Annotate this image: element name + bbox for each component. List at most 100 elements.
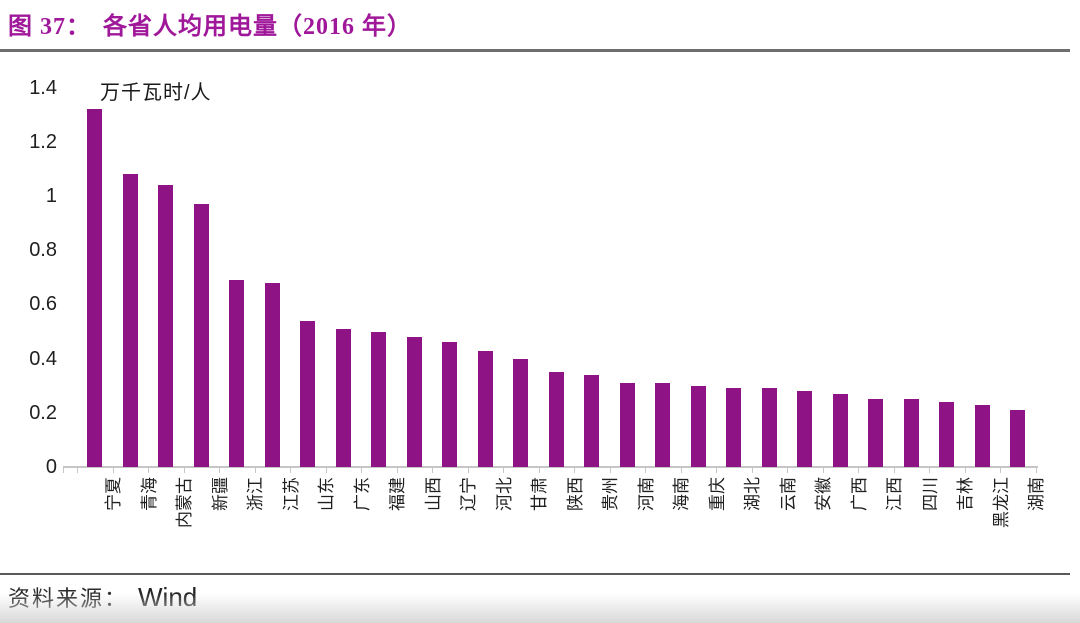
x-axis-tick — [716, 468, 717, 473]
bar — [797, 391, 813, 467]
x-axis-label: 黑龙江 — [991, 477, 1011, 528]
bar — [122, 174, 138, 467]
x-axis-tick — [290, 468, 291, 473]
x-axis-label: 陕西 — [565, 477, 585, 511]
x-axis-label: 内蒙古 — [175, 477, 195, 528]
x-axis-tick — [254, 468, 256, 473]
bar — [619, 383, 635, 467]
x-axis-label: 重庆 — [707, 477, 727, 511]
x-axis-tick — [1000, 468, 1001, 473]
bar — [229, 280, 245, 467]
x-axis-tick — [787, 468, 788, 473]
y-axis-tick-label: 1.4 — [29, 76, 57, 99]
x-axis-tick — [503, 468, 504, 473]
x-axis-label: 甘肃 — [530, 477, 550, 511]
x-axis-tick — [112, 468, 114, 473]
x-axis-label: 河北 — [494, 477, 514, 511]
bar — [371, 331, 387, 467]
source-divider — [0, 573, 1070, 575]
x-axis-tick — [893, 468, 895, 473]
bar — [193, 204, 209, 467]
bar — [584, 374, 600, 467]
x-axis-label: 湖南 — [1027, 477, 1047, 511]
x-axis-tick — [538, 468, 540, 473]
x-axis-tick — [680, 468, 682, 473]
x-axis-tick — [77, 468, 78, 473]
x-axis-label: 江苏 — [281, 477, 301, 511]
bar — [690, 385, 706, 467]
x-axis-label: 湖北 — [743, 477, 763, 511]
bar — [264, 282, 280, 467]
x-axis-tick — [63, 468, 64, 473]
y-axis-unit-label: 万千瓦时/人 — [100, 82, 212, 104]
bar — [832, 393, 848, 467]
bar — [868, 399, 884, 468]
x-axis-label: 广西 — [849, 477, 869, 511]
bar — [548, 372, 564, 467]
x-axis-label: 吉林 — [956, 477, 976, 511]
y-axis-tick-label: 1.2 — [29, 130, 57, 153]
x-axis-label: 山西 — [423, 477, 443, 511]
page-title: 各省人均用电量（2016 年） — [103, 14, 412, 40]
x-axis-label: 新疆 — [210, 477, 230, 511]
bar — [300, 320, 316, 467]
x-axis-label: 江西 — [885, 477, 905, 511]
y-axis-tick-label: 0 — [45, 456, 57, 478]
y-axis-tick-label: 0.4 — [29, 347, 57, 370]
x-axis-tick — [183, 468, 185, 473]
bar — [1010, 410, 1026, 467]
x-axis-tick — [751, 468, 753, 473]
x-axis-tick — [432, 468, 433, 473]
bar — [655, 383, 671, 467]
x-axis-tick — [325, 468, 327, 473]
x-axis-label: 广东 — [352, 477, 372, 511]
bar — [87, 109, 103, 467]
x-axis-label: 河南 — [636, 477, 656, 511]
bar — [939, 402, 955, 467]
x-axis-label: 山东 — [317, 477, 337, 511]
bar — [726, 388, 742, 467]
x-axis-tick — [361, 468, 362, 473]
title-divider — [0, 49, 1070, 52]
x-axis-tick — [645, 468, 646, 473]
x-axis-tick — [396, 468, 398, 473]
x-axis-tick — [1035, 468, 1037, 473]
x-axis-tick — [858, 468, 859, 473]
x-axis-label: 宁夏 — [104, 477, 124, 511]
bar — [335, 328, 351, 467]
bottom-fade-decoration — [0, 593, 1080, 623]
x-axis-tick — [609, 468, 611, 473]
bar — [761, 388, 777, 467]
bar — [442, 342, 458, 467]
x-axis-line — [63, 466, 1038, 468]
bar — [513, 358, 529, 467]
x-axis-label: 青海 — [139, 477, 159, 511]
x-axis-label: 四川 — [920, 477, 940, 511]
bar — [158, 185, 174, 467]
x-axis-tick — [574, 468, 575, 473]
x-axis-tick — [219, 468, 220, 473]
bar — [477, 350, 493, 467]
y-axis-tick-label: 0.8 — [29, 239, 57, 262]
bar — [974, 404, 990, 467]
x-axis-tick — [467, 468, 469, 473]
x-axis-label: 云南 — [778, 477, 798, 511]
x-axis-label: 安徽 — [814, 477, 834, 511]
x-axis-tick — [822, 468, 824, 473]
x-axis-label: 辽宁 — [459, 477, 479, 511]
x-axis-label: 贵州 — [601, 477, 621, 511]
x-axis-tick — [148, 468, 149, 473]
y-axis-tick-label: 0.2 — [29, 401, 57, 424]
x-axis-tick — [929, 468, 930, 473]
y-axis-tick-label: 1 — [45, 185, 57, 207]
x-axis-label: 浙江 — [246, 477, 266, 511]
y-axis-tick-label: 0.6 — [29, 293, 57, 316]
bar — [903, 399, 919, 468]
figure-title-row: 图 37： 各省人均用电量（2016 年） — [8, 6, 412, 41]
figure-number-label: 图 37： — [8, 14, 91, 40]
x-axis-label: 福建 — [388, 477, 408, 511]
x-axis-label: 海南 — [672, 477, 692, 511]
x-axis-tick — [964, 468, 966, 473]
bar — [406, 336, 422, 467]
